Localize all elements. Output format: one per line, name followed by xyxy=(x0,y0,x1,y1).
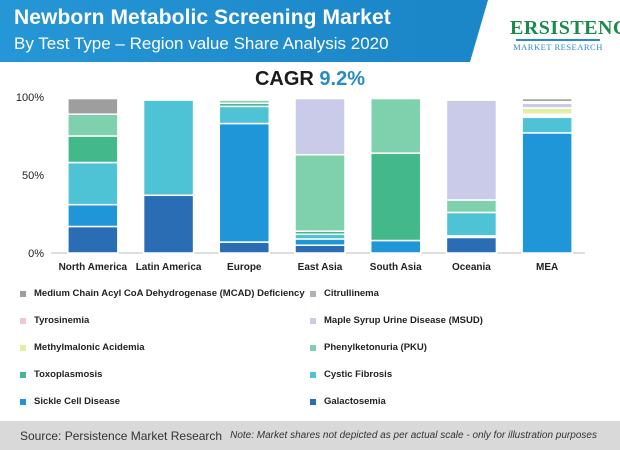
legend-swatch xyxy=(20,290,26,297)
y-tick-label: 50% xyxy=(22,170,44,182)
legend-item: Maple Syrup Urine Disease (MSUD) xyxy=(310,315,483,326)
x-tick-label: South Asia xyxy=(370,262,422,273)
legend-label: Methylmalonic Acidemia xyxy=(34,342,145,353)
stacked-bar-chart: 0% 50% 100% North America Latin America Europ… xyxy=(16,92,585,273)
x-tick-label: Oceania xyxy=(452,262,491,273)
x-tick-label: Europe xyxy=(227,262,262,273)
bar-segment xyxy=(445,99,498,201)
y-tick-label: 100% xyxy=(16,92,44,104)
legend-label: Phenylketonuria (PKU) xyxy=(324,342,427,353)
legend-label: Maple Syrup Urine Disease (MSUD) xyxy=(324,315,483,326)
bar-segment xyxy=(67,225,119,254)
legend-swatch xyxy=(20,371,26,378)
bar-segment xyxy=(369,152,422,242)
legend-item: Phenylketonuria (PKU) xyxy=(310,342,427,353)
legend-swatch xyxy=(20,398,26,405)
legend-item: Toxoplasmosis xyxy=(20,369,102,380)
logo-divider xyxy=(516,39,600,41)
cagr-label: CAGR xyxy=(254,68,314,90)
x-tick-label: East Asia xyxy=(298,262,343,273)
bar-segment xyxy=(67,113,119,137)
bar-segment xyxy=(294,97,346,156)
bar-segment xyxy=(369,239,422,254)
legend-item: Sickle Cell Disease xyxy=(20,396,120,407)
x-tick-label: MEA xyxy=(536,262,558,273)
legend-swatch xyxy=(20,317,26,324)
bar-segment xyxy=(445,199,498,214)
bar-segment xyxy=(218,105,271,125)
logo-sub-text: MARKET RESEARCH xyxy=(513,42,603,52)
legend-item: Galactosemia xyxy=(310,396,386,407)
legend-label: Citrullinema xyxy=(324,288,379,299)
footer-source: Source: Persistence Market Research xyxy=(20,428,223,443)
legend-swatch xyxy=(310,398,316,405)
legend-swatch xyxy=(310,344,316,351)
legend-label: Tyrosinemia xyxy=(34,315,90,326)
legend-label: Cystic Fibrosis xyxy=(324,369,393,380)
bar-segment xyxy=(294,238,346,246)
bar-segment xyxy=(445,211,498,237)
legend-swatch xyxy=(310,317,316,324)
bar-segment xyxy=(67,161,119,206)
legend-item: Medium Chain Acyl CoA Dehydrogenase (MCA… xyxy=(20,288,305,299)
company-logo: ERSISTENCE MARKET RESEARCH xyxy=(510,17,620,53)
footer-bar: Source: Persistence Market Research Note… xyxy=(0,421,620,450)
chart-title: Newborn Metabolic Screening Market xyxy=(14,6,391,29)
bar-segment xyxy=(218,241,271,254)
footer-note: Note: Market shares not depicted as per … xyxy=(230,430,597,441)
bar-segment xyxy=(369,97,422,154)
legend-label: Galactosemia xyxy=(324,396,386,407)
header-logo-area xyxy=(470,0,620,62)
logo-main-text: ERSISTENCE xyxy=(510,17,620,39)
bar-segment xyxy=(294,153,346,232)
x-tick-label: North America xyxy=(59,262,128,273)
bar-segment xyxy=(67,97,119,115)
legend-item: Methylmalonic Acidemia xyxy=(20,342,145,353)
x-tick-label: Latin America xyxy=(136,262,202,273)
y-tick-label: 0% xyxy=(28,248,44,260)
cagr-value: 9.2% xyxy=(319,68,366,90)
bar-segment xyxy=(294,244,346,254)
bar-segment xyxy=(521,97,573,103)
bar-segment xyxy=(142,99,195,197)
cagr-callout: CAGR 9.2% xyxy=(0,68,620,91)
bar-segment xyxy=(142,194,195,254)
legend-label: Toxoplasmosis xyxy=(34,369,103,380)
bar-segment xyxy=(521,116,573,134)
header-banner: Newborn Metabolic Screening Market By Te… xyxy=(0,0,620,62)
legend-item: Cystic Fibrosis xyxy=(310,369,392,380)
bar-segment xyxy=(521,132,573,254)
bar-segment xyxy=(218,99,271,104)
legend-label: Medium Chain Acyl CoA Dehydrogenase (MCA… xyxy=(34,288,305,299)
legend-item: Tyrosinemia xyxy=(20,315,89,326)
legend-label: Sickle Cell Disease xyxy=(34,396,121,407)
legend-item: Citrullinema xyxy=(310,288,379,299)
chart-subtitle: By Test Type – Region value Share Analys… xyxy=(14,34,389,53)
bar-segment xyxy=(67,135,119,164)
bar-segment xyxy=(218,122,271,243)
bar-segment xyxy=(445,236,498,254)
bar-segment xyxy=(521,107,573,115)
chart-legend: Medium Chain Acyl CoA Dehydrogenase (MCA… xyxy=(20,288,610,416)
legend-swatch xyxy=(310,290,316,297)
legend-swatch xyxy=(310,371,316,378)
legend-swatch xyxy=(20,344,26,351)
bar-segment xyxy=(67,203,119,228)
